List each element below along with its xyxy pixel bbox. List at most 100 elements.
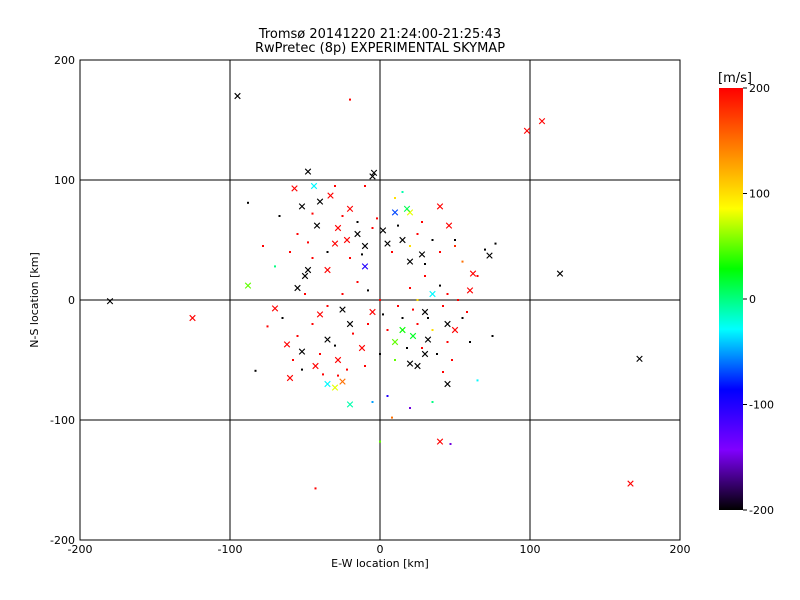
data-point-x — [324, 380, 331, 388]
data-point-dot — [466, 311, 468, 313]
data-point-dot — [247, 201, 249, 204]
data-point-dot — [401, 191, 404, 193]
data-point-x — [406, 360, 414, 367]
data-point-dot — [412, 308, 414, 311]
colorbar-gradient — [719, 88, 743, 510]
data-point-dot — [361, 253, 363, 256]
data-point-x — [271, 305, 279, 312]
data-point-x — [361, 263, 369, 270]
data-point-x — [291, 185, 298, 192]
y-tick-label: 100 — [54, 174, 75, 187]
y-tick-label: -100 — [50, 414, 75, 427]
data-point-x — [343, 236, 351, 244]
data-point-dot — [406, 347, 408, 349]
data-point-dot — [349, 257, 351, 259]
data-point-x — [331, 240, 339, 247]
y-tick-label: 0 — [68, 294, 75, 307]
data-point-dot — [476, 379, 479, 382]
data-point-dot — [314, 487, 317, 490]
data-point-x — [189, 314, 196, 322]
data-point-dot — [319, 353, 321, 355]
data-point-x — [556, 270, 564, 277]
data-point-dot — [397, 224, 399, 227]
data-point-x — [334, 356, 342, 364]
data-point-dot — [427, 317, 429, 319]
data-point-dot — [382, 313, 384, 316]
data-point-x — [339, 378, 346, 385]
data-point-dot — [322, 373, 324, 376]
data-point-x — [361, 242, 369, 250]
data-point-x — [346, 205, 354, 212]
data-point-dot — [391, 251, 393, 253]
data-point-x — [298, 348, 306, 355]
data-point-dot — [431, 329, 434, 331]
data-point-dot — [454, 245, 456, 247]
data-point-x — [354, 230, 361, 238]
data-point-dot — [439, 251, 441, 253]
data-point-x — [301, 272, 309, 280]
colorbar: [m/s] 200 100 0 -100 -200 — [718, 71, 774, 517]
data-point-dot — [446, 341, 449, 343]
y-axis-title: N-S location [km] — [28, 252, 41, 348]
data-point-dot — [296, 233, 299, 235]
data-point-dot — [494, 242, 497, 245]
data-point-x — [244, 282, 252, 289]
data-point-dot — [491, 335, 494, 337]
colorbar-ticks: 200 100 0 -100 -200 — [743, 82, 774, 517]
data-point-x — [294, 284, 301, 292]
data-point-x — [451, 326, 459, 334]
data-point-dot — [326, 251, 329, 253]
data-point-dot — [461, 317, 464, 319]
data-point-dot — [341, 293, 344, 295]
colorbar-tick-label: -100 — [749, 399, 774, 412]
data-point-dot — [301, 368, 303, 371]
colorbar-label: [m/s] — [718, 71, 752, 86]
data-point-dot — [454, 239, 456, 241]
data-point-x — [331, 384, 339, 391]
data-point-dot — [334, 344, 336, 347]
data-point-dot — [431, 239, 434, 241]
data-point-x — [316, 311, 324, 318]
data-point-dot — [311, 257, 314, 259]
data-point-x — [421, 350, 429, 358]
data-point-x — [304, 266, 312, 274]
data-point-dot — [379, 353, 381, 355]
data-point-x — [445, 222, 453, 229]
data-point-x — [370, 169, 378, 176]
data-point-dot — [379, 299, 381, 301]
data-point-dot — [289, 251, 291, 253]
data-point-dot — [379, 440, 381, 443]
data-point-dot — [371, 227, 374, 229]
data-point-dot — [401, 317, 404, 319]
data-point-dot — [326, 305, 329, 307]
data-point-dot — [349, 98, 351, 101]
data-point-dot — [424, 275, 426, 277]
y-tick-label: -200 — [50, 534, 75, 547]
data-point-x — [384, 240, 391, 247]
x-axis-title: E-W location [km] — [331, 557, 429, 570]
data-point-dot — [311, 323, 314, 325]
data-point-x — [444, 320, 451, 328]
data-point-dot — [334, 185, 336, 187]
data-point-x — [283, 341, 291, 348]
data-point-x — [466, 287, 474, 294]
data-point-dot — [457, 299, 459, 301]
x-tick-label: -100 — [218, 543, 243, 556]
chart-title: Tromsø 20141220 21:24:00-21:25:43 — [258, 27, 501, 42]
data-point-dot — [386, 395, 389, 397]
data-point-dot — [421, 221, 423, 223]
data-point-dot — [281, 317, 284, 319]
data-point-x — [304, 168, 312, 175]
colorbar-tick-label: 100 — [749, 188, 770, 201]
data-point-dot — [337, 374, 339, 377]
data-point-x — [399, 236, 406, 244]
data-point-x — [310, 182, 318, 190]
data-point-x — [436, 203, 444, 210]
data-point-x — [106, 298, 114, 305]
data-point-x — [358, 344, 366, 352]
data-point-x — [444, 380, 451, 388]
data-point-dot — [449, 443, 452, 445]
data-point-dot — [376, 217, 378, 220]
data-point-x — [312, 362, 319, 370]
